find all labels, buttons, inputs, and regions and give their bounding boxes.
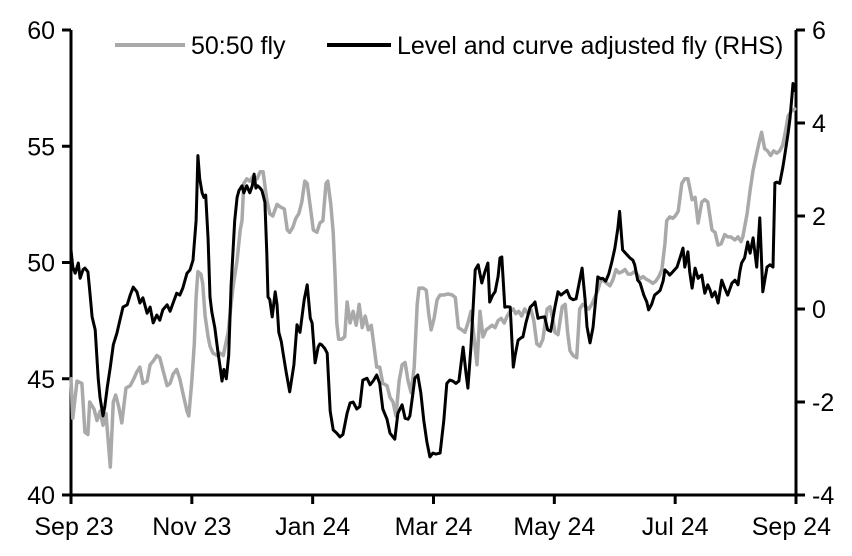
x-axis-tick-label: May 24 [513, 513, 595, 541]
right-axis-tick-label: -2 [812, 389, 834, 417]
x-axis-tick-label: Mar 24 [395, 513, 473, 541]
axes: 40 45 50 55 60 -4 -2 0 2 4 6 Sep 23 Nov 23 Jan 24 Mar … [27, 17, 834, 541]
x-axis-tick-label: Sep 23 [34, 513, 113, 541]
left-axis-tick-label: 55 [27, 133, 55, 161]
series-line-adjusted-fly [69, 82, 797, 459]
series-line-5050-fly [69, 107, 797, 469]
right-axis-tick-label: 2 [812, 203, 826, 231]
x-axis-tick-label: Jan 24 [275, 513, 350, 541]
left-axis-tick-label: 40 [27, 482, 55, 510]
x-axis-tick-label: Sep 24 [752, 513, 831, 541]
x-axis-tick-label: Nov 23 [152, 513, 231, 541]
left-axis-tick-label: 50 [27, 250, 55, 278]
left-axis-tick-label: 45 [27, 366, 55, 394]
legend-label-adjusted-fly: Level and curve adjusted fly (RHS) [397, 32, 783, 60]
series-lines [69, 82, 797, 469]
right-axis-tick-label: 6 [812, 17, 826, 45]
right-axis-tick-label: 4 [812, 110, 826, 138]
legend: 50:50 fly Level and curve adjusted fly (… [115, 32, 783, 60]
legend-label-5050-fly: 50:50 fly [191, 32, 286, 60]
x-axis-tick-label: Jul 24 [642, 513, 709, 541]
right-axis-tick-label: 0 [812, 296, 826, 324]
left-axis-tick-label: 60 [27, 17, 55, 45]
right-axis-tick-label: -4 [812, 482, 834, 510]
